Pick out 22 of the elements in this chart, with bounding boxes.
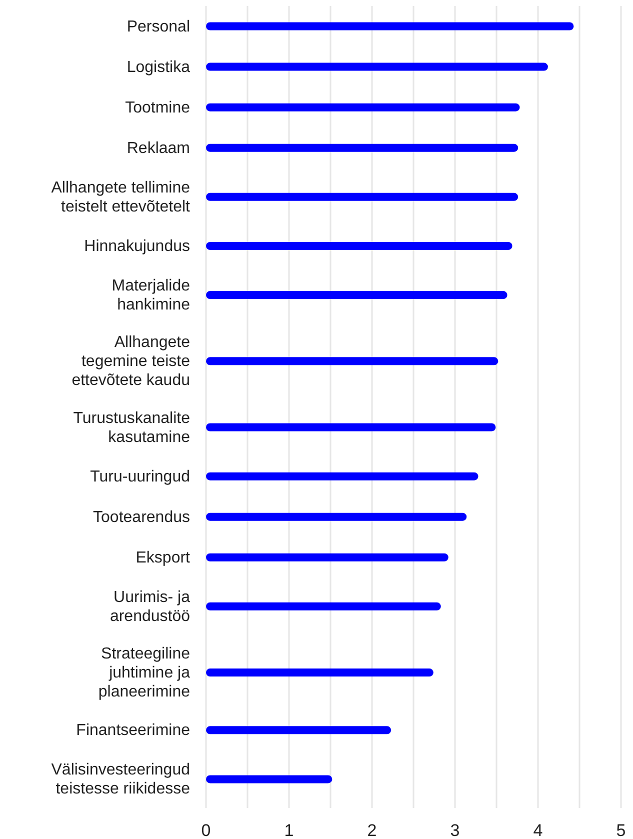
y-tick-label: Eksport [136, 548, 191, 566]
x-tick-label: 2 [367, 821, 377, 839]
y-tick-label: Tootmine [125, 98, 190, 116]
y-tick-label: Materjalide hankimine [112, 277, 190, 314]
y-tick-label: Strateegiline juhtimine ja planeerimine [98, 645, 190, 700]
y-tick-label: Turu-uuringud [90, 468, 190, 485]
y-tick-label: Allhangete tellimine teistelt ettevõtetelt [51, 178, 191, 215]
y-tick-label: Allhangete tegemine teiste ettevõtete kaudu [72, 334, 190, 389]
y-tick-label: Finantseerimine [76, 722, 190, 739]
y-tick-label: Välisinvesteeringud teistesse riikidesse [51, 761, 190, 798]
y-tick-label: Tootearendus [93, 508, 190, 526]
y-tick-label: Reklaam [126, 139, 190, 156]
y-tick-label: Hinnakujundus [84, 237, 190, 254]
x-tick-label: 0 [201, 821, 211, 839]
y-tick-label: Logistika [126, 58, 190, 76]
x-tick-label: 3 [450, 821, 460, 839]
x-tick-label: 5 [616, 821, 626, 839]
y-tick-label: Personal [126, 18, 190, 35]
y-tick-label: Uurimis- ja arendustöö [110, 588, 190, 624]
x-tick-label: 1 [284, 821, 294, 839]
y-tick-label: Turustuskanalite kasutamine [73, 409, 190, 446]
x-tick-label: 4 [533, 821, 543, 839]
